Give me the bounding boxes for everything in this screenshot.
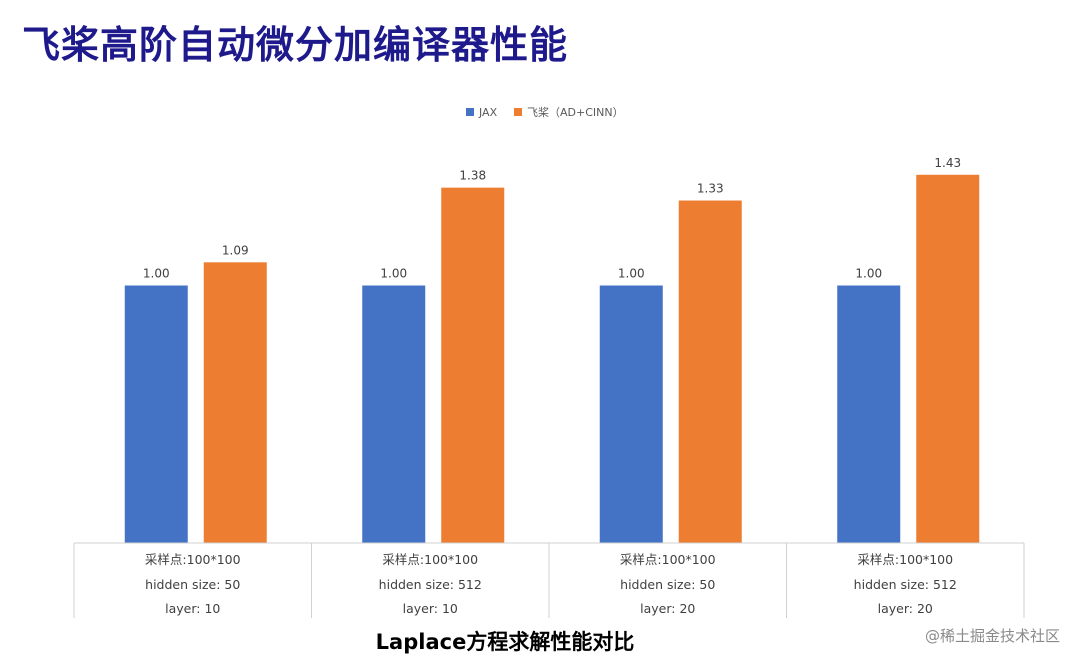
tick-label: hidden size: 512 <box>379 577 482 592</box>
data-label: 1.33 <box>697 182 724 196</box>
bar <box>124 285 188 543</box>
data-label: 1.38 <box>459 169 486 183</box>
data-label: 1.00 <box>618 267 645 281</box>
bar <box>916 174 980 543</box>
tick-label: layer: 10 <box>165 601 220 616</box>
tick-label: 采样点:100*100 <box>857 552 953 567</box>
data-label: 1.00 <box>855 267 882 281</box>
data-label: 1.00 <box>143 267 170 281</box>
bar <box>362 285 426 543</box>
tick-label: hidden size: 50 <box>145 577 240 592</box>
legend-label: JAX <box>478 106 498 119</box>
slide-title: 飞桨高阶自动微分加编译器性能 <box>22 23 569 67</box>
bar <box>203 262 267 543</box>
watermark: @稀土掘金技术社区 <box>924 627 1060 645</box>
tick-label: 采样点:100*100 <box>382 552 478 567</box>
tick-label: 采样点:100*100 <box>620 552 716 567</box>
tick-label: hidden size: 512 <box>854 577 957 592</box>
tick-label: layer: 20 <box>878 601 933 616</box>
chart-caption: Laplace方程求解性能对比 <box>375 630 635 654</box>
data-label: 1.00 <box>380 267 407 281</box>
legend-label: 飞桨（AD+CINN） <box>527 105 624 119</box>
legend-swatch <box>514 108 522 116</box>
bar <box>678 200 742 543</box>
bar <box>837 285 901 543</box>
tick-label: layer: 20 <box>640 601 695 616</box>
data-label: 1.43 <box>934 156 961 170</box>
tick-label: 采样点:100*100 <box>145 552 241 567</box>
data-label: 1.09 <box>222 243 249 257</box>
legend-swatch <box>466 108 474 116</box>
tick-label: layer: 10 <box>403 601 458 616</box>
bar <box>441 187 505 543</box>
bar <box>599 285 663 543</box>
tick-label: hidden size: 50 <box>620 577 715 592</box>
